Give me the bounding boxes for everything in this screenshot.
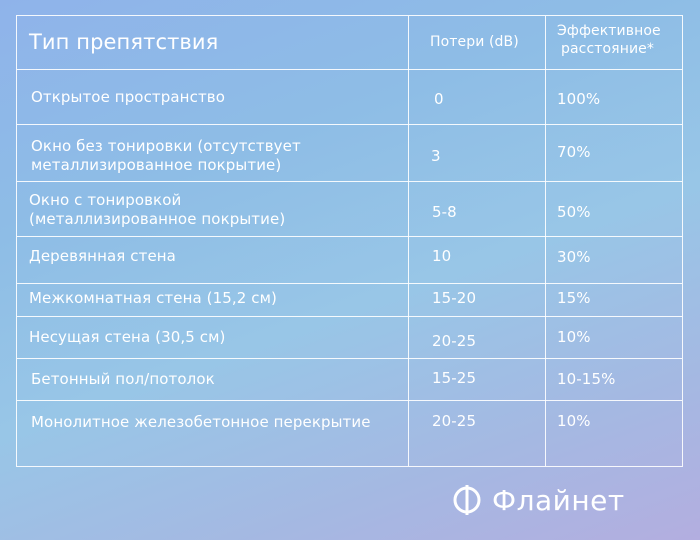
brand-name: Флайнет: [492, 483, 625, 517]
row-divider: [17, 236, 682, 237]
table-cell-obstacle: Межкомнатная стена (15,2 см): [29, 289, 277, 307]
row-divider: [17, 181, 682, 182]
table-cell-loss: 15-20: [432, 289, 477, 307]
table-cell-distance: 70%: [557, 143, 591, 161]
table-cell-distance: 30%: [557, 248, 591, 266]
table-cell-obstacle: Окно без тонировки (отсутствует: [31, 137, 301, 155]
table-cell-obstacle: Окно с тонировкой: [29, 191, 182, 209]
table-cell-obstacle: Деревянная стена: [29, 247, 176, 265]
table-cell-loss: 10: [432, 247, 452, 265]
table-cell-obstacle-line2: (металлизированное покрытие): [29, 210, 286, 228]
table-cell-distance: 10%: [557, 412, 591, 430]
table-cell-distance: 50%: [557, 203, 591, 221]
table-cell-loss: 5-8: [432, 203, 457, 221]
table-cell-distance: 10%: [557, 328, 591, 346]
table-cell-obstacle: Бетонный пол/потолок: [31, 370, 215, 388]
header-obstacle-type: Тип препятствия: [29, 30, 219, 54]
column-divider: [408, 16, 409, 466]
table-cell-obstacle-line2: металлизированное покрытие): [31, 156, 282, 174]
table-cell-obstacle: Несущая стена (30,5 см): [29, 328, 226, 346]
row-divider: [17, 69, 682, 70]
table-cell-loss: 15-25: [432, 369, 477, 387]
table-cell-loss: 0: [434, 90, 444, 108]
table-cell-loss: 20-25: [432, 412, 477, 430]
table-cell-loss: 20-25: [432, 332, 477, 350]
table-cell-obstacle: Монолитное железобетонное перекрытие: [31, 413, 371, 431]
row-divider: [17, 316, 682, 317]
row-divider: [17, 358, 682, 359]
brand-logo: Флайнет: [452, 482, 625, 518]
column-divider: [545, 16, 546, 466]
row-divider: [17, 124, 682, 125]
table-cell-distance: 15%: [557, 289, 591, 307]
row-divider: [17, 400, 682, 401]
table-cell-distance: 10-15%: [557, 370, 616, 388]
header-distance-line1: Эффективное: [557, 23, 661, 39]
row-divider: [17, 283, 682, 284]
obstacle-loss-table: Тип препятствия Потери (dB) Эффективное …: [16, 15, 683, 467]
header-loss: Потери (dB): [430, 34, 519, 50]
flynet-logo-icon: [453, 485, 481, 515]
table-cell-obstacle: Открытое пространство: [31, 88, 225, 106]
header-distance-line2: расстояние*: [561, 41, 654, 57]
table-cell-distance: 100%: [557, 90, 601, 108]
table-cell-loss: 3: [431, 147, 441, 165]
